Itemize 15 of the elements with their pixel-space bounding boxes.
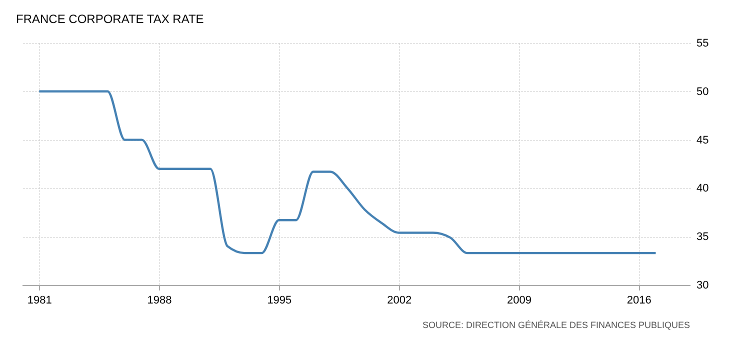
y-tick-label: 40 xyxy=(696,182,709,195)
x-tick-label: 1988 xyxy=(147,294,172,306)
source-note: SOURCE: DIRECTION GÉNÉRALE DES FINANCES PUBLIQUES xyxy=(422,320,690,330)
x-tick-label: 1995 xyxy=(267,294,292,306)
line-series xyxy=(38,90,657,254)
y-tick-label: 30 xyxy=(696,280,709,292)
y-tick-label: 50 xyxy=(696,86,709,98)
x-tick-label: 1981 xyxy=(27,294,52,306)
y-tick-label: 35 xyxy=(696,231,709,244)
x-tick-label: 2002 xyxy=(387,294,412,306)
x-tick-label: 2016 xyxy=(626,294,652,306)
x-tick-label: 2009 xyxy=(506,294,532,306)
y-tick-label: 55 xyxy=(696,38,709,50)
y-tick-label: 45 xyxy=(696,134,709,146)
chart-title: FRANCE CORPORATE TAX RATE xyxy=(16,12,204,26)
